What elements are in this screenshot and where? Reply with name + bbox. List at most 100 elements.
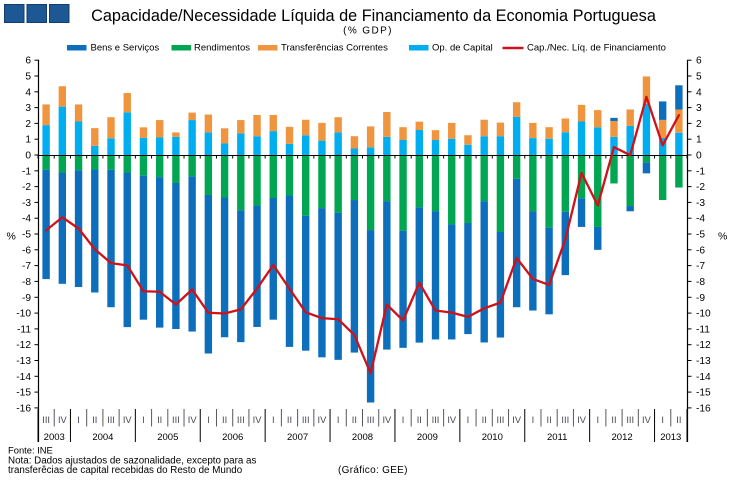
svg-text:2004: 2004: [92, 432, 113, 443]
svg-text:-8: -8: [696, 277, 705, 288]
svg-text:2005: 2005: [157, 432, 178, 443]
svg-text:2006: 2006: [222, 432, 243, 443]
svg-text:2: 2: [25, 119, 31, 130]
svg-text:-15: -15: [696, 388, 711, 399]
svg-text:II: II: [547, 415, 552, 425]
svg-text:II: II: [611, 415, 616, 425]
svg-text:Cap./Nec. Líq. de Financiament: Cap./Nec. Líq. de Financiamento: [527, 43, 666, 54]
svg-text:-1: -1: [22, 166, 31, 177]
svg-text:-14: -14: [16, 372, 31, 383]
svg-text:II: II: [92, 415, 97, 425]
svg-text:III: III: [626, 415, 634, 425]
svg-text:0: 0: [696, 151, 702, 162]
svg-text:IV: IV: [123, 415, 133, 425]
svg-text:-13: -13: [696, 356, 711, 367]
svg-text:transferêcias de capital receb: transferêcias de capital recebidas do Re…: [8, 465, 243, 476]
svg-text:IV: IV: [188, 415, 198, 425]
svg-text:II: II: [482, 415, 487, 425]
svg-text:-4: -4: [696, 214, 705, 225]
svg-text:%: %: [7, 231, 16, 243]
svg-text:-12: -12: [16, 340, 31, 351]
svg-text:Fonte: INE: Fonte: INE: [8, 444, 53, 455]
svg-text:III: III: [237, 415, 245, 425]
svg-text:II: II: [157, 415, 162, 425]
svg-text:-5: -5: [696, 230, 705, 241]
svg-text:3: 3: [696, 103, 702, 114]
svg-text:I: I: [272, 415, 275, 425]
svg-text:2012: 2012: [612, 432, 633, 443]
svg-text:Op. de Capital: Op. de Capital: [432, 43, 493, 54]
svg-text:2003: 2003: [44, 432, 65, 443]
svg-text:III: III: [302, 415, 310, 425]
svg-text:IV: IV: [318, 415, 328, 425]
svg-text:-16: -16: [696, 403, 711, 414]
svg-text:-7: -7: [22, 261, 31, 272]
svg-text:-1: -1: [696, 166, 705, 177]
svg-text:I: I: [142, 415, 145, 425]
svg-text:2009: 2009: [417, 432, 438, 443]
svg-text:II: II: [287, 415, 292, 425]
svg-text:1: 1: [25, 135, 31, 146]
svg-text:6: 6: [25, 56, 31, 67]
svg-text:-13: -13: [16, 356, 31, 367]
svg-text:I: I: [337, 415, 340, 425]
svg-text:-3: -3: [22, 198, 31, 209]
svg-text:IV: IV: [58, 415, 68, 425]
svg-text:Capacidade/Necessidade Líquida: Capacidade/Necessidade Líquida de Financ…: [91, 7, 657, 25]
svg-text:-8: -8: [22, 277, 31, 288]
svg-text:-11: -11: [17, 324, 31, 335]
svg-text:1: 1: [696, 135, 702, 146]
svg-text:4: 4: [25, 87, 31, 98]
svg-text:III: III: [561, 415, 569, 425]
svg-text:Bens e Serviços: Bens e Serviços: [91, 43, 160, 54]
svg-text:-5: -5: [22, 230, 31, 241]
svg-text:2013: 2013: [660, 432, 681, 443]
svg-text:I: I: [77, 415, 80, 425]
svg-text:Nota: Dados ajustados de sazon: Nota: Dados ajustados de sazonalidade, e…: [8, 455, 256, 466]
svg-text:-16: -16: [16, 403, 31, 414]
svg-text:-4: -4: [22, 214, 31, 225]
svg-text:4: 4: [696, 87, 702, 98]
svg-text:I: I: [207, 415, 210, 425]
svg-text:III: III: [42, 415, 50, 425]
svg-text:2: 2: [696, 119, 702, 130]
svg-text:%: %: [718, 231, 727, 243]
svg-text:III: III: [367, 415, 375, 425]
svg-text:III: III: [432, 415, 440, 425]
svg-text:I: I: [596, 415, 599, 425]
svg-text:-9: -9: [22, 293, 31, 304]
svg-text:I: I: [532, 415, 535, 425]
svg-text:2007: 2007: [287, 432, 308, 443]
svg-text:Transferências Correntes: Transferências Correntes: [281, 43, 388, 54]
svg-text:-7: -7: [696, 261, 705, 272]
svg-text:-6: -6: [696, 245, 705, 256]
svg-text:-12: -12: [696, 340, 711, 351]
svg-text:3: 3: [25, 103, 31, 114]
svg-text:III: III: [107, 415, 115, 425]
svg-text:-3: -3: [696, 198, 705, 209]
svg-text:II: II: [222, 415, 227, 425]
svg-text:-14: -14: [696, 372, 711, 383]
svg-text:-2: -2: [696, 182, 705, 193]
svg-text:-11: -11: [696, 324, 710, 335]
svg-text:IV: IV: [382, 415, 392, 425]
svg-text:Rendimentos: Rendimentos: [194, 43, 250, 54]
svg-text:-10: -10: [696, 309, 711, 320]
svg-text:-9: -9: [696, 293, 705, 304]
svg-text:III: III: [172, 415, 180, 425]
svg-text:0: 0: [25, 151, 31, 162]
svg-text:5: 5: [696, 72, 702, 83]
svg-text:III: III: [497, 415, 505, 425]
svg-text:I: I: [467, 415, 470, 425]
svg-text:-15: -15: [16, 388, 31, 399]
svg-text:-10: -10: [16, 309, 31, 320]
svg-text:IV: IV: [642, 415, 652, 425]
svg-text:II: II: [676, 415, 681, 425]
svg-text:IV: IV: [512, 415, 522, 425]
svg-text:IV: IV: [577, 415, 587, 425]
svg-text:2011: 2011: [547, 432, 567, 443]
svg-text:6: 6: [696, 56, 702, 67]
svg-text:2008: 2008: [352, 432, 373, 443]
svg-text:5: 5: [25, 72, 31, 83]
svg-text:-6: -6: [22, 245, 31, 256]
